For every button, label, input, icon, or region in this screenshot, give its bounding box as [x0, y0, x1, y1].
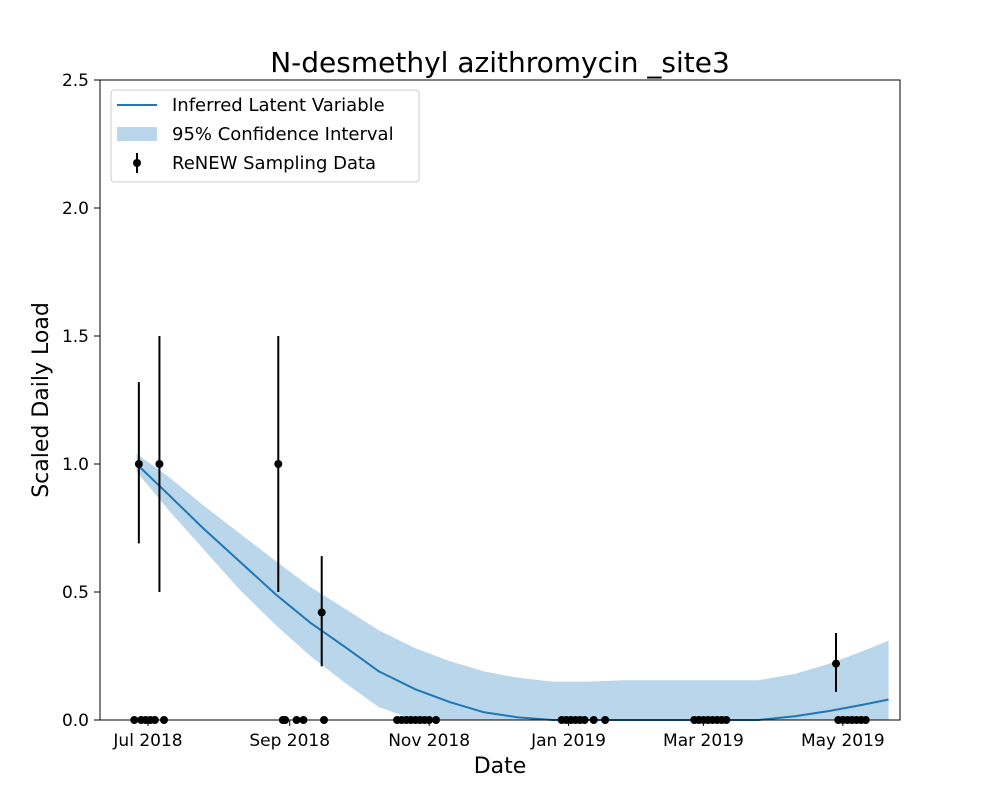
legend: Inferred Latent Variable 95% Confidence …: [110, 89, 420, 183]
legend-point-swatch: [133, 159, 141, 167]
y-tick-label: 2.0: [62, 199, 89, 219]
confidence-band-layer: [136, 453, 889, 720]
x-axis-ticks: Jul 2018 Sep 2018 Nov 2018 Jan 2019 Mar 2019…: [112, 720, 885, 751]
x-tick-label: Nov 2018: [388, 731, 470, 751]
y-tick-label: 0.0: [62, 711, 89, 731]
sample-point: [317, 608, 326, 617]
legend-entry-ci: 95% Confidence Interval: [172, 124, 394, 145]
sample-points-layer: [130, 336, 870, 724]
y-tick-label: 1.0: [62, 455, 89, 475]
y-tick-label: 0.5: [62, 583, 89, 603]
x-tick-label: May 2019: [801, 731, 885, 751]
legend-band-swatch: [117, 127, 157, 141]
sample-point: [274, 460, 283, 468]
chart-title: N-desmethyl azithromycin _site3: [270, 46, 730, 79]
legend-box: [110, 89, 420, 183]
x-tick-label: Mar 2019: [663, 731, 744, 751]
x-tick-label: Sep 2018: [249, 731, 330, 751]
y-tick-label: 1.5: [62, 327, 89, 347]
x-tick-label: Jan 2019: [530, 731, 606, 751]
legend-entry-latent: Inferred Latent Variable: [172, 95, 385, 116]
y-axis-ticks: 0.0 0.5 1.0 1.5 2.0 2.5: [62, 71, 100, 731]
latent-variable-line: [135, 463, 889, 721]
sample-point: [155, 460, 164, 468]
x-axis-label: Date: [474, 754, 527, 779]
y-axis-label: Scaled Daily Load: [29, 302, 54, 498]
sample-point: [134, 460, 143, 468]
latent-line-layer: [135, 463, 889, 721]
legend-entry-samples: ReNEW Sampling Data: [172, 153, 376, 174]
y-tick-label: 2.5: [62, 71, 89, 91]
plot-frame: [99, 79, 901, 721]
confidence-band: [136, 453, 889, 720]
sample-point: [832, 659, 840, 668]
x-tick-label: Jul 2018: [112, 731, 182, 751]
